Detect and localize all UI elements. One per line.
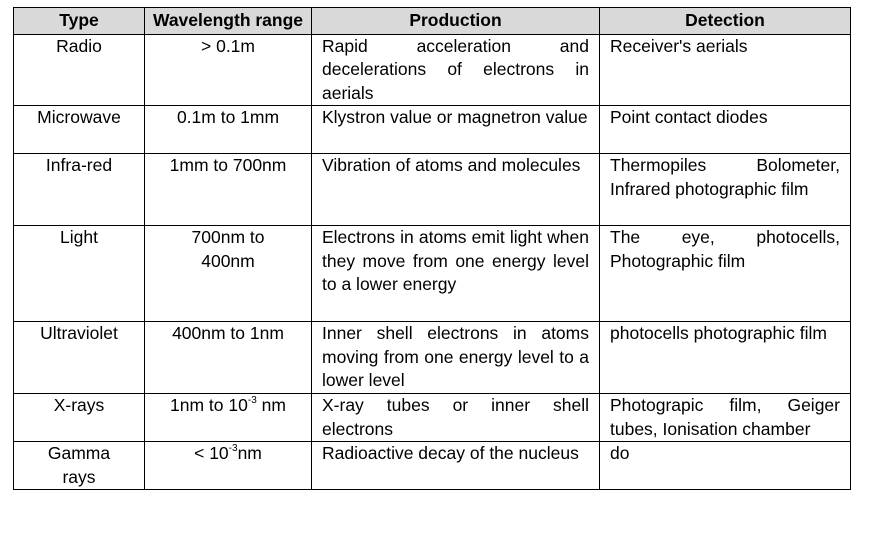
table-row-ultraviolet: Ultraviolet 400nm to 1nm Inner shell ele… — [13, 321, 851, 394]
type-cell: Radio — [13, 33, 145, 106]
header-row: Type Wavelength range Production Detecti… — [13, 7, 851, 35]
table-row-light: Light 700nm to 400nm Electrons in atoms … — [13, 225, 851, 322]
detection-cell: do — [599, 441, 851, 490]
type-cell: Gamma rays — [13, 441, 145, 490]
type-cell: Infra-red — [13, 153, 145, 226]
wavelength-cell: 1nm to 10-3 nm — [144, 393, 312, 442]
detection-cell: Thermopiles Bolometer, Infrared photogra… — [599, 153, 851, 226]
type-cell: Light — [13, 225, 145, 322]
detection-cell: Point contact diodes — [599, 105, 851, 154]
table-row-gamma: Gamma rays < 10-3nm Radioactive decay of… — [13, 441, 851, 490]
wavelength-cell: 1mm to 700nm — [144, 153, 312, 226]
table-row-radio: Radio > 0.1m Rapid acceleration and dece… — [13, 33, 851, 106]
wavelength-cell: < 10-3nm — [144, 441, 312, 490]
header-wavelength: Wavelength range — [144, 7, 312, 35]
header-type: Type — [13, 7, 145, 35]
table-row-xrays: X-rays 1nm to 10-3 nm X-ray tubes or inn… — [13, 393, 851, 442]
wavelength-base: < 10 — [194, 443, 229, 463]
production-cell: Vibration of atoms and molecules — [311, 153, 600, 226]
wavelength-cell: 700nm to 400nm — [144, 225, 312, 322]
production-cell: X-ray tubes or inner shell electrons — [311, 393, 600, 442]
detection-cell: The eye, photocells, Photographic film — [599, 225, 851, 322]
header-production: Production — [311, 7, 600, 35]
wavelength-unit: nm — [237, 443, 262, 463]
production-cell: Klystron value or magnetron value — [311, 105, 600, 154]
table-row-infrared: Infra-red 1mm to 700nm Vibration of atom… — [13, 153, 851, 226]
em-spectrum-table: Type Wavelength range Production Detecti… — [13, 7, 851, 490]
wavelength-cell: 0.1m to 1mm — [144, 105, 312, 154]
em-spectrum-table-wrapper: Type Wavelength range Production Detecti… — [13, 7, 851, 490]
type-cell: Microwave — [13, 105, 145, 154]
wavelength-cell: > 0.1m — [144, 33, 312, 106]
wavelength-base: 1nm to 10 — [170, 395, 248, 415]
detection-cell: Receiver's aerials — [599, 33, 851, 106]
detection-cell: Photograpic film, Geiger tubes, Ionisati… — [599, 393, 851, 442]
production-cell: Inner shell electrons in atoms moving fr… — [311, 321, 600, 394]
table-row-microwave: Microwave 0.1m to 1mm Klystron value or … — [13, 105, 851, 154]
wavelength-exponent: -3 — [228, 443, 238, 454]
production-cell: Electrons in atoms emit light when they … — [311, 225, 600, 322]
wavelength-cell: 400nm to 1nm — [144, 321, 312, 394]
production-cell: Radioactive decay of the nucleus — [311, 441, 600, 490]
detection-cell: photocells photographic film — [599, 321, 851, 394]
header-detection: Detection — [599, 7, 851, 35]
type-cell: X-rays — [13, 393, 145, 442]
wavelength-exponent: -3 — [247, 395, 257, 406]
production-cell: Rapid acceleration and decelerations of … — [311, 33, 600, 106]
wavelength-unit: nm — [256, 395, 286, 415]
type-cell: Ultraviolet — [13, 321, 145, 394]
